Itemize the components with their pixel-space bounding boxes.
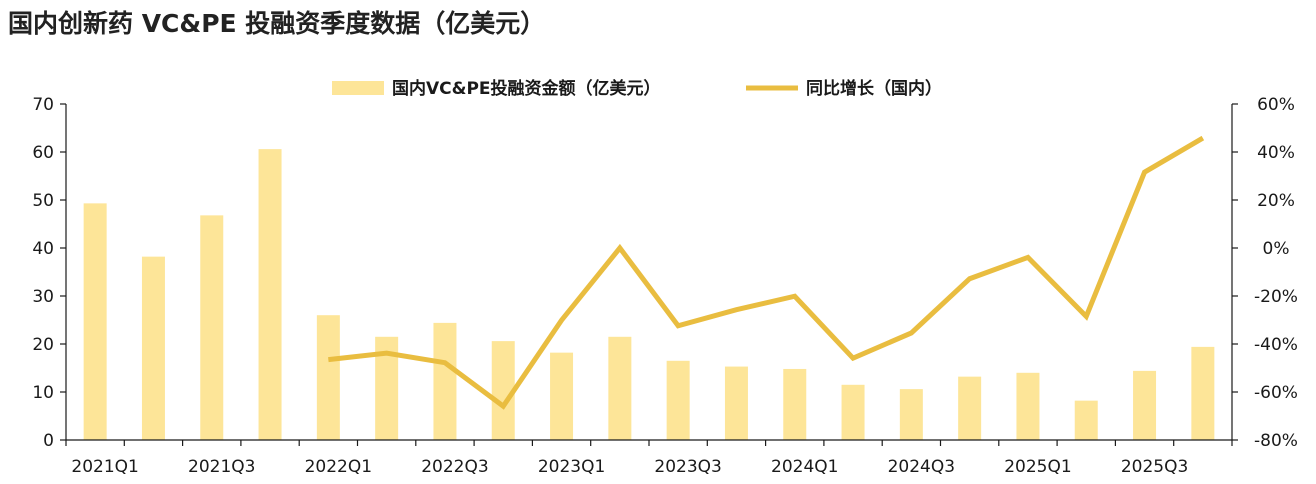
- bar-2021Q3: [200, 215, 224, 440]
- y-left-tick-label: 10: [32, 383, 54, 403]
- bar-2022Q1: [316, 315, 340, 440]
- y-left-tick-label: 20: [32, 335, 54, 355]
- bar-2021Q1: [83, 203, 107, 440]
- y-left-tick-label: 70: [32, 95, 54, 115]
- axes: [60, 103, 1238, 446]
- y-left-tick-label: 50: [32, 191, 54, 211]
- bar-2024Q1: [783, 368, 807, 440]
- y-right-tick-label: 0%: [1263, 239, 1290, 259]
- bar-2022Q2: [375, 336, 399, 440]
- yoy-growth-line: [328, 135, 1205, 410]
- bar-2022Q3: [433, 322, 457, 440]
- bar-2024Q3: [899, 389, 923, 440]
- y-left-tick-label: 40: [32, 239, 54, 259]
- x-tick-label: 2024Q3: [888, 457, 955, 477]
- x-tick-label: 2025Q3: [1121, 457, 1188, 477]
- bar-2023Q1: [550, 352, 574, 440]
- y-left-tick-label: 0: [43, 431, 54, 451]
- y-right-tick-label: 20%: [1257, 191, 1295, 211]
- x-tick-label: 2023Q1: [538, 457, 605, 477]
- bar-2024Q2: [841, 384, 865, 440]
- x-tick-label: 2021Q1: [71, 457, 138, 477]
- legend-bar-label: 国内VC&PE投融资金额（亿美元）: [392, 78, 661, 99]
- bar-2025Q1: [1016, 372, 1040, 440]
- tick-labels: 0 10 20 30 40 50 60 70 -80% -60% -40% -20% 0% 20% 40% 6…: [32, 95, 1298, 477]
- bar-2023Q3: [666, 360, 690, 440]
- x-tick-label: 2021Q3: [188, 457, 255, 477]
- bar-2021Q4: [258, 149, 282, 440]
- bar-2022Q4: [491, 341, 515, 440]
- y-right-tick-label: -40%: [1254, 335, 1298, 355]
- bar-2025Q4: [1191, 346, 1215, 440]
- bar-2023Q2: [608, 336, 632, 440]
- x-tick-label: 2023Q3: [654, 457, 721, 477]
- y-left-tick-label: 30: [32, 287, 54, 307]
- legend-bar-swatch: [332, 81, 384, 95]
- bar-2025Q3: [1133, 370, 1157, 440]
- bar-2021Q2: [141, 256, 165, 440]
- x-tick-label: 2024Q1: [771, 457, 838, 477]
- bar-2023Q4: [724, 366, 748, 440]
- chart-legend: 国内VC&PE投融资金额（亿美元） 同比增长（国内）: [332, 78, 942, 99]
- bar-2025Q2: [1074, 400, 1098, 440]
- y-right-tick-label: 40%: [1257, 143, 1295, 163]
- legend-line-label: 同比增长（国内）: [806, 78, 942, 99]
- y-right-tick-label: 60%: [1257, 95, 1295, 115]
- chart-title: 国内创新药 VC&PE 投融资季度数据（亿美元）: [8, 9, 546, 38]
- y-right-tick-label: -80%: [1254, 431, 1298, 451]
- x-tick-label: 2022Q3: [421, 457, 488, 477]
- x-tick-label: 2025Q1: [1004, 457, 1071, 477]
- y-left-tick-label: 60: [32, 143, 54, 163]
- x-tick-label: 2022Q1: [305, 457, 372, 477]
- line-series: [328, 135, 1205, 410]
- y-right-tick-label: -60%: [1254, 383, 1298, 403]
- bar-2024Q4: [958, 376, 982, 440]
- bar-series: [83, 149, 1215, 440]
- y-right-tick-label: -20%: [1254, 287, 1298, 307]
